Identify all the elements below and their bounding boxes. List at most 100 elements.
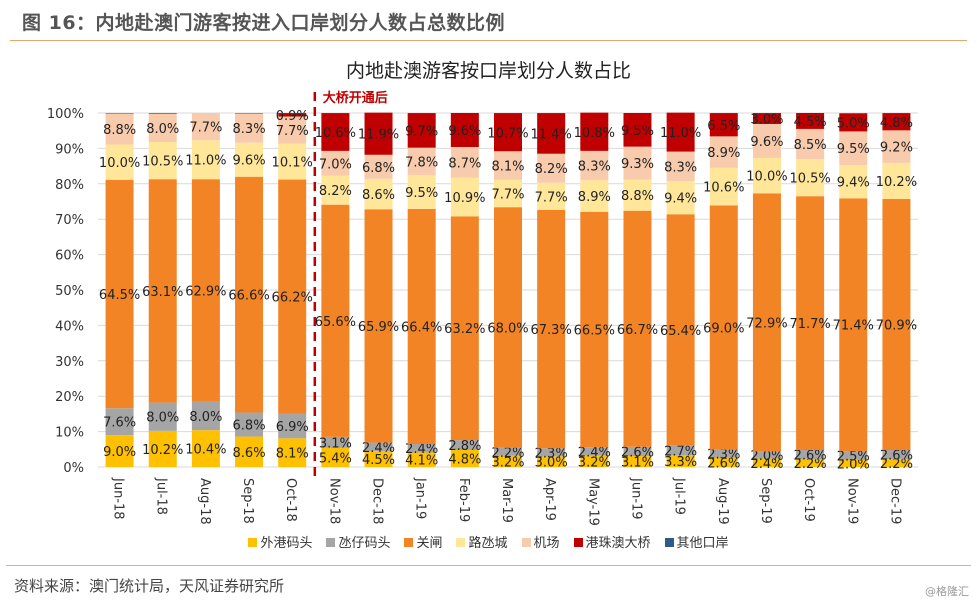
- data-label: 7.6%: [103, 416, 136, 431]
- x-tick-label: Mar-19: [499, 478, 514, 523]
- bar-segment: [450, 440, 479, 451]
- bar-segment: [796, 159, 825, 197]
- data-label: 6.8%: [362, 161, 395, 176]
- bar-segment: [882, 162, 911, 200]
- data-label: 8.3%: [233, 122, 266, 137]
- legend-item: 关闸: [404, 532, 442, 551]
- bar-segment: [752, 157, 781, 194]
- x-tick-label: Feb-19: [456, 478, 471, 522]
- legend-swatch: [326, 538, 336, 547]
- bar-segment: [580, 180, 609, 212]
- bar-segment: [235, 412, 264, 437]
- data-label: 7.7%: [189, 121, 222, 136]
- bar-segment: [752, 113, 781, 124]
- bar-segment: [537, 448, 566, 457]
- y-tick-label: 100%: [47, 107, 84, 122]
- bar-segment: [709, 113, 738, 114]
- data-label: 6.9%: [276, 420, 309, 435]
- chart-legend: 外港码头 氹仔码头 关闸 路氹城 机场 港珠澳大桥 其他口岸: [0, 532, 977, 551]
- bar-segment: [623, 179, 652, 211]
- data-label: 9.2%: [880, 141, 913, 156]
- data-label: 7.7%: [535, 190, 568, 205]
- bar-segment: [882, 199, 911, 451]
- bar-segment: [580, 455, 609, 467]
- bar-segment: [666, 180, 695, 215]
- data-label: 8.1%: [276, 447, 309, 462]
- data-label: 2.4%: [362, 441, 395, 456]
- bar-segment: [666, 455, 695, 467]
- bar-segment: [666, 214, 695, 446]
- bar-segment: [407, 147, 436, 176]
- bar-segment: [321, 175, 350, 205]
- x-tick-label: Sep-18: [240, 478, 255, 524]
- data-label: 3.2%: [578, 455, 611, 470]
- legend-label: 机场: [533, 536, 560, 551]
- stacked-bar-chart: 0% 10% 20% 30% 40% 50% 60% 70% 80% 90% 100% 9.0% 7.6…: [47, 90, 918, 526]
- bar-segment: [666, 151, 695, 181]
- bar-segment: [321, 436, 350, 448]
- x-tick-label: Oct-18: [283, 478, 298, 522]
- bar-segment: [235, 113, 264, 114]
- data-label: 2.5%: [837, 449, 870, 464]
- data-label: 66.4%: [401, 320, 442, 335]
- bar-segment: [148, 430, 177, 467]
- data-label: 10.5%: [142, 155, 183, 170]
- data-label: 10.4%: [185, 443, 226, 458]
- bar-segment: [321, 204, 350, 437]
- bar-segment: [235, 142, 264, 177]
- bar-segment: [450, 113, 479, 147]
- data-label: 2.0%: [837, 457, 870, 472]
- bar-segment: [796, 459, 825, 467]
- bar-segment: [882, 450, 911, 460]
- data-label: 2.8%: [448, 439, 481, 454]
- bar-segment: [407, 452, 436, 467]
- data-label: 10.2%: [876, 175, 917, 190]
- bar-segment: [839, 113, 868, 114]
- legend-item: 外港码头: [248, 532, 312, 551]
- bar-segment: [709, 136, 738, 168]
- data-label: 63.1%: [142, 285, 183, 300]
- data-label: 2.3%: [535, 446, 568, 461]
- bar-segment: [709, 449, 738, 458]
- data-label: 5.0%: [837, 117, 870, 132]
- x-tick-label: Nov-19: [844, 478, 859, 524]
- bar-segment: [450, 216, 479, 441]
- data-label: 8.0%: [146, 411, 179, 426]
- data-label: 4.8%: [880, 116, 913, 131]
- bar-segment: [364, 442, 393, 452]
- x-tick-label: Sep-19: [758, 478, 773, 524]
- data-label: 2.6%: [707, 456, 740, 471]
- data-label: 2.2%: [491, 446, 524, 461]
- bar-segment: [494, 447, 522, 456]
- x-tick-label: Jan-19: [413, 477, 428, 519]
- y-tick-label: 90%: [55, 142, 84, 157]
- data-label: 4.1%: [405, 454, 438, 469]
- y-tick-label: 50%: [55, 284, 84, 299]
- data-label: 2.6%: [880, 449, 913, 464]
- data-label: 9.5%: [621, 124, 654, 139]
- data-label: 11.0%: [660, 126, 701, 141]
- bar-segment: [752, 113, 781, 114]
- bar-segment: [364, 209, 393, 443]
- bar-segment: [839, 459, 868, 467]
- data-label: 11.9%: [358, 128, 399, 143]
- bar-segment: [191, 401, 220, 431]
- bar-segment: [623, 113, 652, 147]
- bar-segment: [752, 451, 781, 459]
- data-label: 66.5%: [574, 323, 615, 338]
- data-label: 65.9%: [358, 320, 399, 335]
- data-label: 9.4%: [664, 192, 697, 207]
- legend-item: 机场: [521, 532, 560, 551]
- data-label: 8.0%: [189, 410, 222, 425]
- bar-segment: [709, 113, 738, 137]
- legend-swatch: [573, 538, 583, 547]
- bar-segment: [796, 196, 825, 451]
- bar-segment: [882, 459, 911, 467]
- data-label: 68.0%: [487, 322, 528, 337]
- data-label: 3.3%: [664, 455, 697, 470]
- data-label: 8.2%: [535, 162, 568, 177]
- bar-segment: [191, 113, 220, 141]
- x-tick-label: Jun-18: [111, 477, 126, 520]
- legend-swatch: [664, 538, 674, 547]
- bar-segment: [321, 447, 350, 467]
